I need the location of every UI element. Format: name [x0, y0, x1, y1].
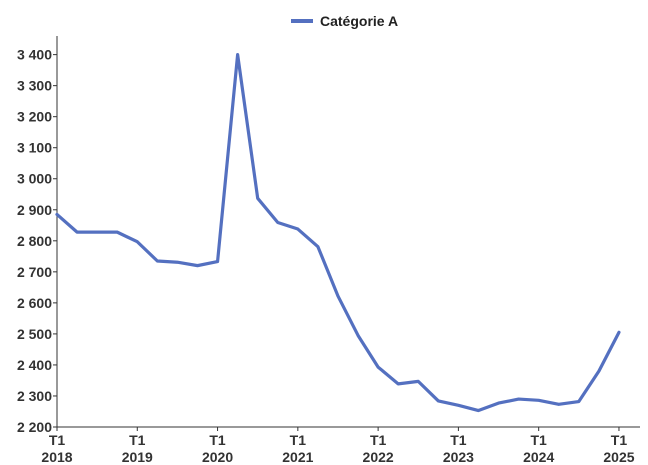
y-tick-label: 2 200	[17, 419, 52, 435]
y-tick-label: 3 400	[17, 47, 52, 63]
x-tick-label-year: 2021	[282, 449, 313, 465]
x-tick-label-year: 2022	[363, 449, 394, 465]
x-tick-label-quarter: T1	[450, 432, 467, 448]
x-tick-label-quarter: T1	[209, 432, 226, 448]
x-tick-label-quarter: T1	[370, 432, 387, 448]
y-tick-label: 3 300	[17, 78, 52, 94]
y-tick-label: 2 400	[17, 357, 52, 373]
series-line-categorie-a	[55, 53, 621, 413]
x-tick-label-year: 2019	[122, 449, 153, 465]
x-tick-label-year: 2020	[202, 449, 233, 465]
x-tick-label-quarter: T1	[531, 432, 548, 448]
y-tick-label: 2 500	[17, 326, 52, 342]
x-tick-label-year: 2018	[41, 449, 72, 465]
y-tick-label: 2 300	[17, 388, 52, 404]
axes: 2 200 2 300 2 400 2 500 2 600 2 700 2 800 2 900…	[17, 36, 640, 465]
x-tick-label-year: 2023	[443, 449, 474, 465]
y-tick-label: 2 700	[17, 264, 52, 280]
legend: Catégorie A	[291, 13, 398, 29]
legend-label-categorie-a: Catégorie A	[320, 13, 398, 29]
y-tick-label: 2 900	[17, 202, 52, 218]
y-tick-label: 2 800	[17, 233, 52, 249]
x-tick-label-quarter: T1	[129, 432, 146, 448]
x-tick-label-year: 2024	[523, 449, 554, 465]
y-tick-label: 2 600	[17, 295, 52, 311]
y-ticks: 2 200 2 300 2 400 2 500 2 600 2 700 2 800 2 900…	[17, 47, 57, 435]
x-tick-label-quarter: T1	[290, 432, 307, 448]
y-tick-label: 3 000	[17, 171, 52, 187]
x-tick-label-quarter: T1	[49, 432, 66, 448]
y-tick-label: 3 100	[17, 140, 52, 156]
x-tick-label-quarter: T1	[611, 432, 628, 448]
y-tick-label: 3 200	[17, 109, 52, 125]
x-ticks: T12018T12019T12020T12021T12022T12023T120…	[41, 427, 635, 465]
x-tick-label-year: 2025	[603, 449, 634, 465]
